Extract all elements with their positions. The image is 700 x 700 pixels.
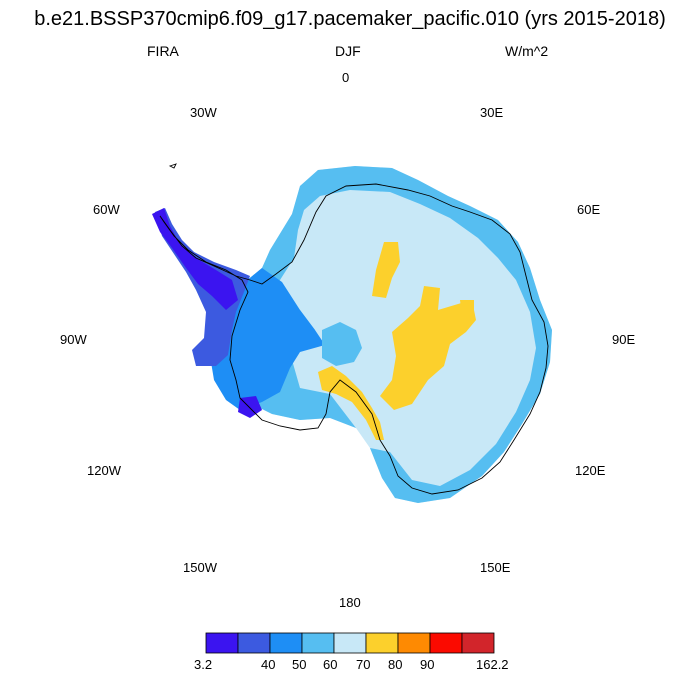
season-label: DJF	[335, 43, 361, 59]
peninsula-tip	[152, 208, 238, 310]
lon-label-150e: 150E	[480, 560, 511, 575]
colorbar-tick-label: 50	[292, 657, 307, 672]
plateau-patch-2	[380, 286, 476, 410]
pole-region	[322, 322, 362, 366]
lon-label-0: 0	[342, 70, 350, 85]
lon-label-30e: 30E	[480, 105, 504, 120]
colorbar-tick-label: 90	[420, 657, 435, 672]
island-outline	[168, 163, 177, 169]
colorbar-box	[365, 632, 399, 654]
colorbar-box	[461, 632, 495, 654]
lon-label-60e: 60E	[577, 202, 601, 217]
lon-label-90w: 90W	[60, 332, 87, 347]
plateau-patch-1	[372, 242, 400, 298]
lon-label-120e: 120E	[575, 463, 606, 478]
colorbar-tick-label: 40	[261, 657, 276, 672]
lon-label-60w: 60W	[93, 202, 120, 217]
transantarctic-strip	[318, 366, 384, 440]
colorbar	[205, 632, 495, 654]
lon-label-180: 180	[339, 595, 361, 610]
variable-label: FIRA	[147, 43, 179, 59]
colorbar-box	[205, 632, 239, 654]
coastal-band	[210, 166, 552, 503]
plateau-patch-3	[460, 300, 474, 318]
units-label: W/m^2	[505, 43, 549, 59]
plot-title: b.e21.BSSP370cmip6.f09_g17.pacemaker_pac…	[34, 8, 666, 30]
colorbar-box	[397, 632, 431, 654]
colorbar-box	[237, 632, 271, 654]
lon-label-120w: 120W	[87, 463, 121, 478]
colorbar-tick-label: 70	[356, 657, 371, 672]
lon-label-90e: 90E	[612, 332, 636, 347]
colorbar-box	[301, 632, 335, 654]
colorbar-tick-label: 60	[323, 657, 338, 672]
lon-label-150w: 150W	[183, 560, 217, 575]
lon-label-30w: 30W	[190, 105, 217, 120]
colorbar-box	[269, 632, 303, 654]
colorbar-box	[429, 632, 463, 654]
colorbar-box	[333, 632, 367, 654]
colorbar-tick-label: 3.2	[194, 657, 213, 672]
coastline	[159, 183, 549, 495]
colorbar-tick-label: 162.2	[476, 657, 509, 672]
colorbar-tick-label: 80	[388, 657, 403, 672]
